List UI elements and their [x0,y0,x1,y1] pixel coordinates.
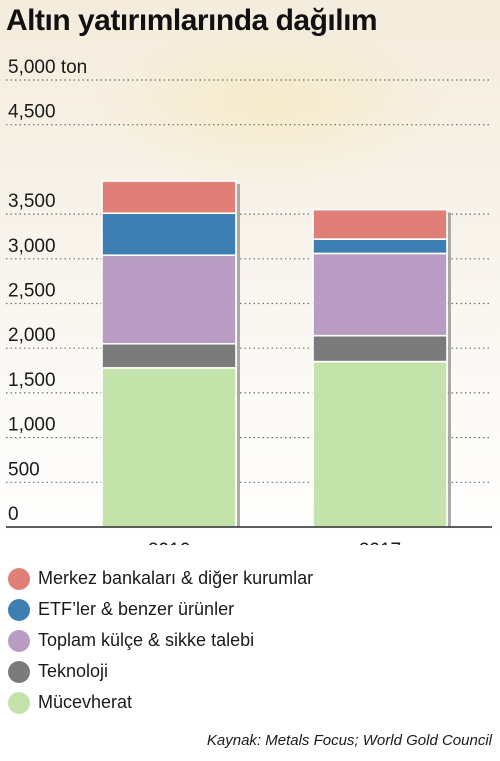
y-tick-label: 2,500 [8,281,56,302]
legend-label: Mücevherat [38,692,133,712]
legend-swatch [8,691,30,714]
stacked-bar-chart: 5,000 ton 4,500 3,500 3,000 2,500 2,000 1,500 1… [6,57,492,545]
y-tick-label: 4,500 [8,102,56,123]
legend-swatch [8,660,30,683]
x-tick-label: 2017 [359,540,401,545]
bar-segment [312,208,448,240]
bar-segment [101,342,237,369]
bar-segment [101,254,237,345]
legend-item: ETF’ler & benzer ürünler [8,594,313,625]
bar-shadow [237,184,240,527]
y-tick-label: 5,000 ton [8,57,87,78]
legend-item: Mücevherat [8,687,313,718]
bar-segment [312,252,448,337]
chart-legend: Merkez bankaları & diğer kurumlar ETF’le… [8,563,313,718]
bar-segment [101,212,237,257]
x-tick-label: 2016 [148,540,190,545]
legend-label: ETF’ler & benzer ürünler [38,599,235,619]
legend-item: Teknoloji [8,656,313,687]
legend-label: Merkez bankaları & diğer kurumlar [38,568,314,588]
legend-item: Merkez bankaları & diğer kurumlar [8,563,313,594]
y-tick-label: 2,000 [8,325,56,346]
bar-shadow [448,212,451,527]
y-tick-label: 1,000 [8,415,56,436]
bar-segment [312,360,448,528]
source-note: Kaynak: Metals Focus; World Gold Council [206,732,492,749]
bar-segment [312,238,448,255]
y-tick-label: 3,000 [8,236,56,257]
y-tick-label: 0 [8,504,19,525]
legend-item: Toplam külçe & sikke talebi [8,625,313,656]
y-tick-label: 1,500 [8,370,56,391]
legend-label: Teknoloji [38,661,109,681]
chart-title: Altın yatırımlarında dağılım [6,4,378,37]
y-tick-label: 500 [8,459,40,480]
bar-segment [101,367,237,528]
legend-swatch [8,629,30,652]
legend-swatch [8,598,30,621]
legend-swatch [8,567,30,590]
bar-segment [312,334,448,363]
y-tick-label: 3,500 [8,191,56,212]
bar-segment [101,180,237,215]
legend-label: Toplam külçe & sikke talebi [38,630,255,650]
